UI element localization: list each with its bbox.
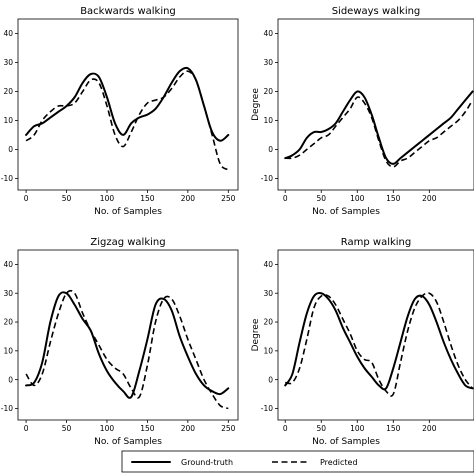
series-group [25,66,230,171]
y-tick-label: 10 [3,116,13,125]
y-axis-label: Degree [251,318,261,351]
y-tick-label: -10 [1,404,13,413]
x-tick-label: 200 [422,424,437,433]
x-tick-label: 0 [24,424,29,433]
x-axis-label: No. of Samples [312,207,380,217]
x-tick-label: 100 [100,424,115,433]
x-tick-label: 250 [221,424,236,433]
x-tick-label: 100 [350,194,365,203]
y-tick-label: 30 [263,289,273,298]
legend-frame [121,450,474,473]
x-tick-label: 100 [100,194,115,203]
series-group [25,289,230,410]
ground-truth-line [25,66,230,142]
x-axis-label: No. of Samples [312,437,380,447]
y-tick-label: -10 [261,404,273,413]
y-tick-label: 10 [263,116,273,125]
plot-frame [17,18,239,191]
x-tick-label: 150 [140,424,155,433]
x-tick-label: 50 [62,424,72,433]
y-tick-label: 40 [263,29,273,38]
predicted-line [285,96,474,168]
chart-title: Zigzag walking [90,237,165,248]
x-tick-label: 0 [283,424,288,433]
x-tick-label: 0 [24,194,29,203]
plot-frame [277,18,474,191]
x-tick-label: 150 [386,424,401,433]
y-tick-label: 40 [3,29,13,38]
y-tick-label: 40 [263,260,273,269]
y-tick-label: 20 [263,318,273,327]
ground-truth-line [284,90,474,165]
legend-predicted-label: Predicted [320,458,358,467]
series-group [284,291,474,397]
x-tick-label: 50 [62,194,72,203]
x-tick-label: 200 [181,194,196,203]
chart-title: Ramp walking [341,237,411,248]
chart-panel-2: Sideways walking -10 0 10 20 30 40 0 50 100 150 200… [251,6,474,217]
series-group [284,90,474,168]
x-axis-label: No. of Samples [94,437,162,447]
x-axis-label: No. of Samples [94,207,162,217]
y-tick-label: 20 [3,87,13,96]
legend: Ground-truth Predicted [121,450,474,473]
y-tick-label: 40 [3,260,13,269]
chart-title: Backwards walking [80,6,176,17]
x-tick-label: 100 [350,424,365,433]
x-tick-label: 200 [181,424,196,433]
y-tick-label: 30 [3,58,13,67]
y-tick-label: 20 [3,318,13,327]
x-tick-label: 200 [422,194,437,203]
y-tick-label: 10 [3,346,13,355]
chart-panel-1: Backwards walking -10 0 10 20 30 40 0 50 100 150 20… [1,6,239,217]
y-tick-label: 0 [8,145,13,154]
x-tick-label: 0 [283,194,288,203]
predicted-line [25,70,229,171]
chart-title: Sideways walking [332,6,421,17]
y-axis-label: Degree [251,88,261,121]
y-tick-label: 0 [8,375,13,384]
chart-panel-3: Zigzag walking -10 0 10 20 30 40 0 50 100 150 200 25… [1,237,239,447]
x-tick-label: 150 [386,194,401,203]
x-tick-label: 150 [140,194,155,203]
y-tick-label: 20 [263,87,273,96]
x-tick-label: 250 [221,194,236,203]
y-tick-label: -10 [1,174,13,183]
plot-frame [17,249,239,421]
chart-panel-4: Ramp walking -10 0 10 20 30 40 0 50 100 150 200 No. … [251,237,474,447]
predicted-line [25,289,229,410]
y-tick-label: 30 [263,58,273,67]
y-tick-label: 0 [268,375,273,384]
y-tick-label: 30 [3,289,13,298]
x-tick-label: 50 [316,424,326,433]
ground-truth-line [284,291,474,391]
y-tick-label: 10 [263,346,273,355]
x-tick-label: 50 [316,194,326,203]
y-tick-label: 0 [268,145,273,154]
ground-truth-line [25,291,230,399]
plot-frame [277,249,474,421]
legend-ground-truth-label: Ground-truth [181,458,233,467]
y-tick-label: -10 [261,174,273,183]
